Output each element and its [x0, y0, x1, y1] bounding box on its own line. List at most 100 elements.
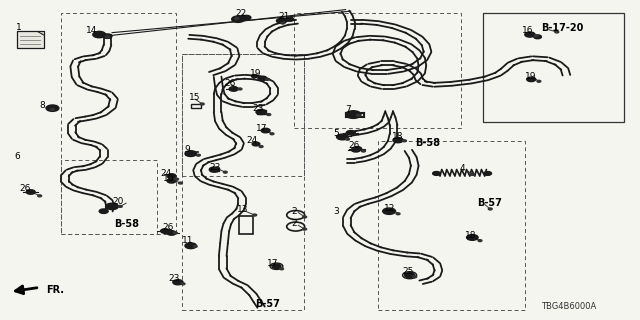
Circle shape [362, 150, 365, 152]
Circle shape [396, 213, 400, 215]
Circle shape [353, 147, 362, 151]
Text: FR.: FR. [46, 285, 64, 295]
Circle shape [93, 31, 106, 38]
Circle shape [26, 190, 35, 194]
Bar [483, 13, 624, 122]
Circle shape [175, 178, 179, 180]
Text: 11: 11 [182, 236, 194, 245]
Bar [17, 31, 44, 48]
Circle shape [337, 134, 348, 140]
Circle shape [261, 128, 270, 133]
Text: TBG4B6000A: TBG4B6000A [541, 302, 596, 311]
Circle shape [534, 35, 538, 37]
Bar [182, 54, 304, 310]
Circle shape [272, 264, 281, 268]
Circle shape [200, 103, 204, 105]
Text: 26: 26 [349, 141, 360, 150]
Text: 22: 22 [235, 9, 246, 18]
Circle shape [303, 216, 307, 218]
Circle shape [161, 229, 170, 233]
Bar [294, 13, 461, 128]
Bar [191, 104, 201, 108]
Text: 10: 10 [163, 174, 175, 183]
Circle shape [276, 18, 287, 23]
Circle shape [527, 77, 536, 82]
Circle shape [99, 209, 108, 213]
Circle shape [173, 280, 183, 285]
Circle shape [256, 109, 266, 115]
Text: 13: 13 [237, 205, 248, 214]
Text: 24: 24 [160, 169, 172, 178]
Circle shape [286, 17, 294, 21]
Circle shape [467, 235, 478, 240]
Text: 1: 1 [16, 23, 22, 32]
Circle shape [484, 172, 492, 175]
Text: 9: 9 [184, 145, 190, 154]
Circle shape [356, 114, 360, 116]
Text: 19: 19 [250, 69, 261, 78]
Text: 5: 5 [333, 129, 339, 138]
Text: B-17-20: B-17-20 [541, 23, 583, 33]
Circle shape [223, 171, 227, 173]
Text: 12: 12 [384, 204, 396, 212]
Circle shape [46, 105, 59, 111]
Circle shape [51, 108, 54, 110]
Text: B-58: B-58 [114, 219, 139, 229]
Text: 3: 3 [333, 207, 339, 216]
Text: 2: 2 [291, 207, 297, 216]
Bar [378, 141, 525, 310]
Circle shape [173, 232, 177, 234]
Text: 2: 2 [291, 220, 297, 228]
Circle shape [488, 208, 492, 210]
Bar [257, 110, 266, 114]
Circle shape [470, 173, 474, 175]
Text: 17: 17 [267, 259, 278, 268]
Text: 8: 8 [40, 101, 45, 110]
Polygon shape [37, 31, 44, 35]
Circle shape [525, 32, 535, 37]
Circle shape [393, 138, 403, 143]
Circle shape [253, 214, 257, 216]
Circle shape [478, 240, 482, 242]
Circle shape [103, 34, 112, 38]
Circle shape [118, 205, 122, 207]
Text: B-57: B-57 [255, 299, 280, 309]
Bar [210, 168, 219, 172]
Circle shape [38, 195, 42, 197]
Circle shape [267, 114, 271, 116]
Bar [61, 160, 157, 234]
Circle shape [196, 154, 200, 156]
Circle shape [232, 16, 244, 22]
Bar [483, 13, 624, 122]
Circle shape [167, 179, 176, 183]
Circle shape [185, 151, 196, 156]
Text: 25: 25 [402, 268, 413, 276]
Circle shape [209, 167, 220, 172]
Text: B-58: B-58 [415, 138, 440, 148]
Circle shape [179, 182, 182, 184]
Text: 15: 15 [189, 93, 200, 102]
Circle shape [238, 88, 242, 90]
Circle shape [351, 148, 360, 152]
Text: 19: 19 [525, 72, 536, 81]
Circle shape [534, 35, 541, 39]
Circle shape [167, 174, 176, 178]
Text: 23: 23 [168, 274, 180, 283]
Circle shape [404, 273, 415, 278]
Circle shape [433, 172, 440, 175]
Circle shape [403, 140, 406, 142]
Circle shape [346, 111, 361, 118]
Circle shape [537, 80, 541, 82]
Circle shape [181, 283, 185, 285]
Text: 7: 7 [346, 105, 351, 114]
Bar [61, 13, 176, 234]
Circle shape [266, 78, 269, 80]
Circle shape [346, 131, 355, 135]
Circle shape [555, 31, 559, 33]
Text: 21: 21 [278, 12, 290, 21]
Circle shape [193, 245, 197, 247]
Circle shape [167, 231, 176, 235]
Circle shape [383, 208, 396, 214]
Bar [239, 216, 253, 234]
Circle shape [281, 22, 285, 24]
